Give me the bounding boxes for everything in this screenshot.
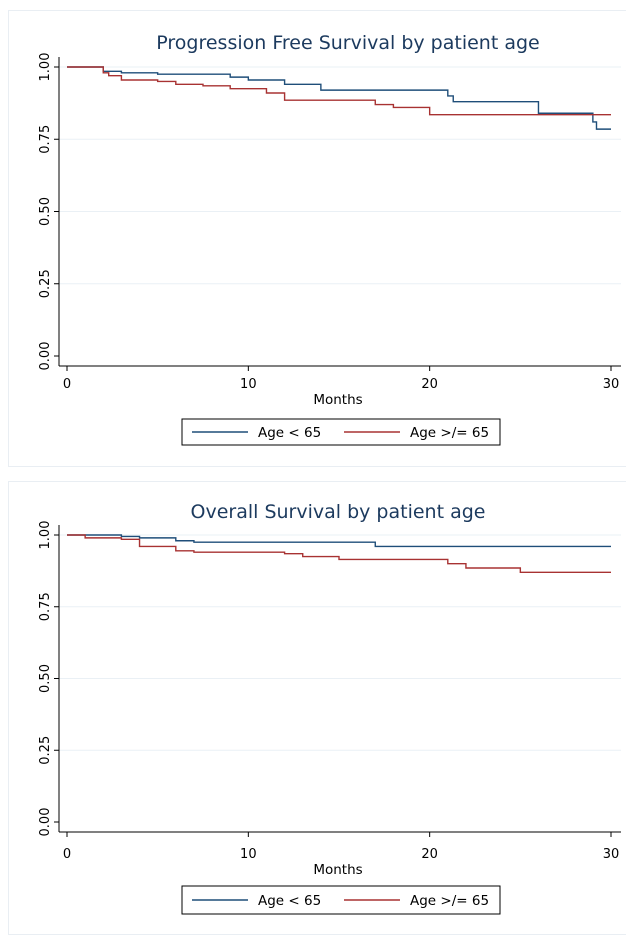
- x-tick-label: 20: [421, 847, 438, 862]
- pfs-chart-panel: Progression Free Survival by patient age…: [8, 10, 626, 467]
- x-tick-label: 0: [63, 377, 71, 392]
- legend: Age < 65 Age >/= 65: [181, 885, 501, 915]
- y-tick-label: 0.50: [38, 197, 53, 226]
- y-tick-label: 0.50: [38, 664, 53, 693]
- x-axis-label: Months: [313, 392, 362, 408]
- legend-label: Age >/= 65: [410, 425, 489, 441]
- os-chart: Overall Survival by patient age Months 0…: [38, 501, 621, 915]
- x-tick-label: 10: [240, 377, 257, 392]
- y-tick-label: 0.25: [38, 736, 53, 765]
- y-tick-label: 1.00: [38, 53, 53, 82]
- x-axis-label: Months: [313, 862, 362, 878]
- pfs-chart: Progression Free Survival by patient age…: [38, 32, 621, 446]
- x-tick-label: 30: [603, 377, 620, 392]
- chart-title: Overall Survival by patient age: [191, 501, 486, 523]
- chart-title: Progression Free Survival by patient age: [156, 32, 539, 54]
- y-tick-label: 0.00: [38, 342, 53, 371]
- survival-curve-age-65-plus: [67, 66, 611, 116]
- x-tick-label: 30: [603, 847, 620, 862]
- os-chart-panel: Overall Survival by patient age Months 0…: [8, 481, 626, 935]
- y-tick-label: 0.75: [38, 592, 53, 621]
- legend-label: Age >/= 65: [410, 893, 489, 909]
- y-tick-label: 0.00: [38, 808, 53, 837]
- y-tick-label: 0.25: [38, 269, 53, 298]
- x-tick-label: 10: [240, 847, 257, 862]
- survival-curve-age-under-65: [67, 534, 611, 548]
- legend-label: Age < 65: [258, 893, 321, 909]
- y-tick-label: 1.00: [38, 521, 53, 550]
- y-tick-label: 0.75: [38, 125, 53, 154]
- legend: Age < 65 Age >/= 65: [181, 418, 501, 446]
- survival-curve-age-under-65: [67, 66, 611, 130]
- survival-curve-age-65-plus: [67, 534, 611, 574]
- legend-label: Age < 65: [258, 425, 321, 441]
- x-tick-label: 0: [63, 847, 71, 862]
- x-tick-label: 20: [421, 377, 438, 392]
